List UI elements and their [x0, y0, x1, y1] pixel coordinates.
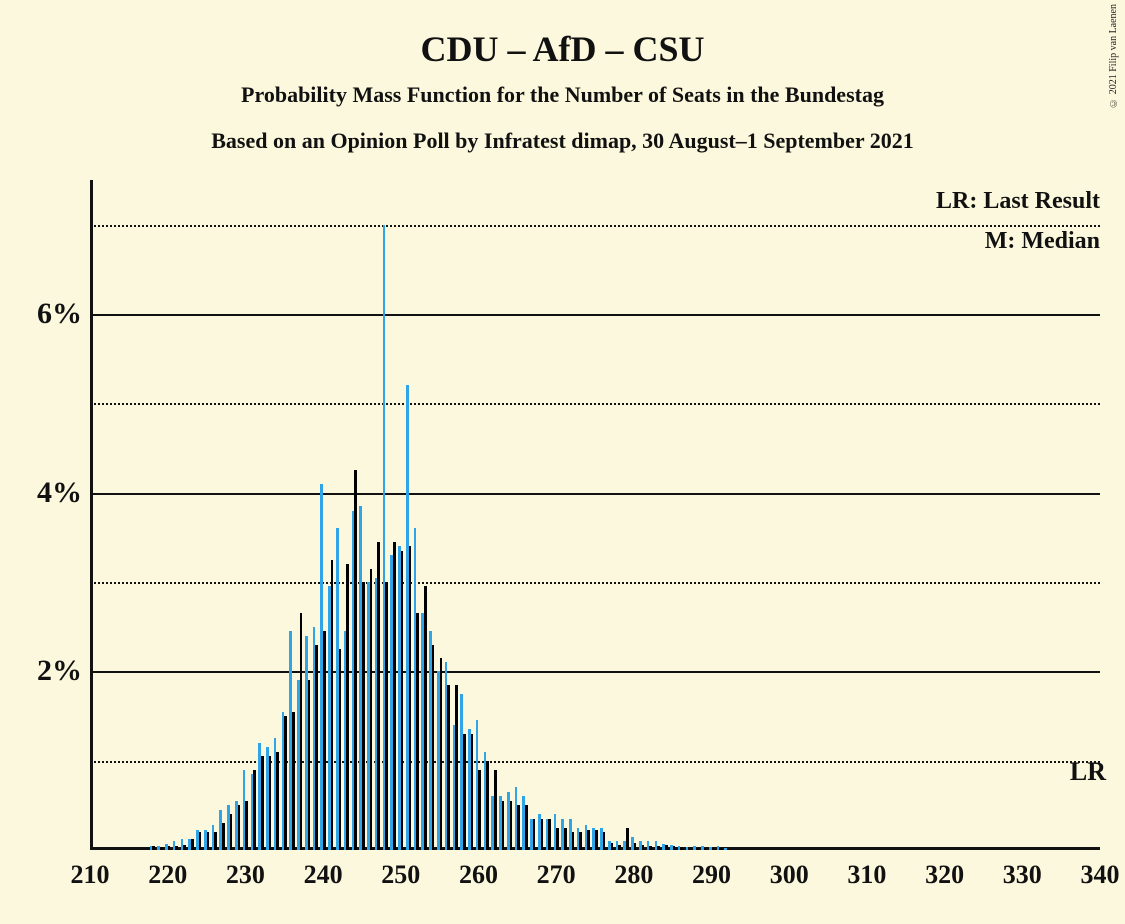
bar-series-b — [712, 848, 715, 850]
x-tick-label: 230 — [226, 850, 265, 890]
bar-series-b — [696, 848, 699, 850]
bar-series-b — [587, 830, 590, 850]
bar-series-b — [346, 564, 349, 850]
bar-series-b — [471, 734, 474, 850]
chart-plot-area: 2%4%6%2102202302402502602702802903003103… — [90, 180, 1100, 850]
x-tick-label: 330 — [1003, 850, 1042, 890]
bar-series-b — [401, 551, 404, 850]
bar-series-b — [517, 805, 520, 850]
x-tick-label: 260 — [459, 850, 498, 890]
bar-series-b — [284, 716, 287, 850]
bar-series-b — [572, 832, 575, 850]
bar-series-b — [704, 848, 707, 850]
y-tick-label: 4% — [37, 476, 90, 510]
bar-series-b — [649, 846, 652, 850]
x-tick-label: 270 — [537, 850, 576, 890]
bar-series-b — [432, 645, 435, 850]
bar-series-b — [510, 801, 513, 850]
bar-series-b — [370, 569, 373, 850]
copyright-label: © 2021 Filip van Laenen — [1108, 4, 1119, 108]
bar-series-b — [611, 843, 614, 850]
bar-series-b — [548, 819, 551, 850]
bar-series-b — [199, 832, 202, 850]
bar-series-b — [354, 470, 357, 850]
bar-series-b — [440, 658, 443, 850]
bar-series-b — [603, 832, 606, 850]
bar-series-b — [245, 801, 248, 850]
x-tick-label: 300 — [770, 850, 809, 890]
bar-series-b — [416, 613, 419, 850]
bar-series-b — [393, 542, 396, 850]
bar-series-b — [494, 770, 497, 850]
x-tick-label: 310 — [847, 850, 886, 890]
chart-title: CDU – AfD – CSU — [0, 28, 1125, 70]
y-tick-label: 2% — [37, 654, 90, 688]
bar-series-b — [564, 828, 567, 850]
x-tick-label: 220 — [148, 850, 187, 890]
bar-series-b — [385, 582, 388, 850]
bar-series-b — [556, 828, 559, 850]
bar-series-b — [665, 845, 668, 850]
bar-series-b — [207, 832, 210, 850]
bar-series-b — [719, 848, 722, 850]
chart-subtitle-2: Based on an Opinion Poll by Infratest di… — [0, 128, 1125, 154]
bar-series-b — [315, 645, 318, 850]
bar-series-b — [292, 712, 295, 850]
bar-series-b — [331, 560, 334, 850]
bar-series-b — [525, 805, 528, 850]
x-tick-label: 240 — [304, 850, 343, 890]
bar-series-b — [680, 847, 683, 850]
bar-series-b — [634, 843, 637, 850]
bars-layer — [90, 180, 1100, 850]
x-tick-label: 280 — [614, 850, 653, 890]
bar-series-b — [323, 631, 326, 850]
bar-series-a — [724, 848, 727, 850]
bar-series-b — [160, 847, 163, 850]
bar-series-b — [673, 846, 676, 850]
bar-series-b — [502, 801, 505, 850]
bar-series-b — [339, 649, 342, 850]
bar-series-b — [657, 846, 660, 850]
x-tick-label: 320 — [925, 850, 964, 890]
bar-series-b — [618, 845, 621, 850]
bar-series-b — [238, 805, 241, 850]
bar-series-b — [463, 734, 466, 850]
bar-series-b — [642, 845, 645, 850]
bar-series-b — [626, 828, 629, 850]
bar-series-b — [478, 770, 481, 850]
bar-series-b — [486, 761, 489, 850]
bar-series-b — [168, 846, 171, 850]
bar-series-b — [269, 756, 272, 850]
bar-series-b — [533, 819, 536, 850]
bar-series-b — [447, 685, 450, 850]
bar-series-b — [214, 832, 217, 850]
bar-series-b — [276, 752, 279, 850]
bar-series-b — [541, 819, 544, 850]
bar-series-b — [308, 680, 311, 850]
bar-series-b — [595, 830, 598, 850]
x-tick-label: 340 — [1081, 850, 1120, 890]
bar-series-b — [455, 685, 458, 850]
bar-series-b — [152, 846, 155, 850]
bar-series-b — [191, 839, 194, 850]
bar-series-b — [424, 586, 427, 850]
bar-series-b — [261, 756, 264, 850]
bar-series-b — [579, 832, 582, 850]
bar-series-b — [377, 542, 380, 850]
bar-series-b — [300, 613, 303, 850]
bar-series-b — [183, 845, 186, 850]
bar-series-b — [222, 823, 225, 850]
chart-subtitle-1: Probability Mass Function for the Number… — [0, 82, 1125, 108]
bar-series-b — [253, 770, 256, 850]
x-tick-label: 250 — [381, 850, 420, 890]
bar-series-b — [362, 582, 365, 850]
x-tick-label: 290 — [692, 850, 731, 890]
bar-series-a — [686, 847, 689, 850]
bar-series-b — [175, 846, 178, 850]
bar-series-b — [230, 814, 233, 850]
y-tick-label: 6% — [37, 297, 90, 331]
x-tick-label: 210 — [71, 850, 110, 890]
bar-series-b — [409, 546, 412, 850]
